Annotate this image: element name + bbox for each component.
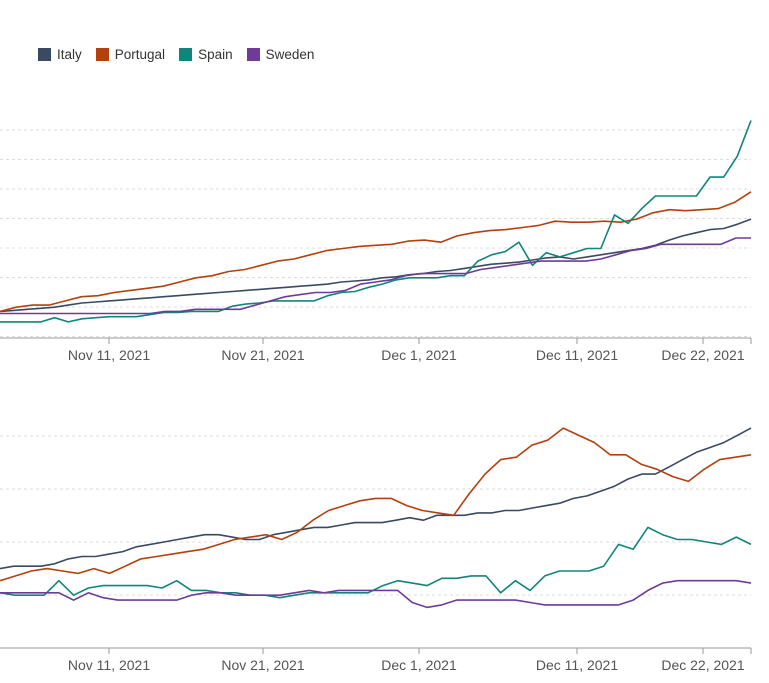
series-line-italy[interactable] bbox=[0, 427, 752, 570]
legend-label: Portugal bbox=[114, 47, 166, 62]
x-tick-label: Dec 1, 2021 bbox=[381, 657, 457, 673]
x-tick-label: Dec 22, 2021 bbox=[661, 657, 744, 673]
legend-swatch bbox=[95, 48, 109, 61]
x-tick-label: Nov 21, 2021 bbox=[221, 657, 304, 673]
series-line-portugal[interactable] bbox=[0, 427, 752, 582]
x-tick-label: Nov 21, 2021 bbox=[221, 347, 304, 363]
legend-swatch bbox=[246, 48, 260, 61]
series-line-portugal[interactable] bbox=[0, 191, 752, 313]
legend-label: Italy bbox=[57, 47, 82, 62]
x-tick-label: Dec 22, 2021 bbox=[661, 347, 744, 363]
legend-label: Spain bbox=[198, 47, 233, 62]
x-tick-label: Dec 11, 2021 bbox=[536, 657, 618, 673]
legend-item-spain[interactable]: Spain bbox=[179, 47, 233, 62]
legend-label: Sweden bbox=[265, 47, 315, 62]
x-tick-label: Dec 11, 2021 bbox=[536, 347, 618, 363]
series-line-spain[interactable] bbox=[0, 526, 752, 599]
series-line-sweden[interactable] bbox=[0, 237, 751, 315]
legend-item-portugal[interactable]: Portugal bbox=[95, 47, 166, 62]
chart-panel-2: Nov 11, 2021 Nov 21, 2021 Dec 1, 2021 Dec 1… bbox=[0, 427, 752, 673]
series-line-italy[interactable] bbox=[0, 218, 752, 313]
legend-item-italy[interactable]: Italy bbox=[38, 47, 82, 62]
x-tick-label: Nov 11, 2021 bbox=[68, 347, 150, 363]
chart-panel-1: Nov 11, 2021 Nov 21, 2021 Dec 1, 2021 Dec 1… bbox=[0, 120, 752, 363]
x-tick-label: Dec 1, 2021 bbox=[381, 347, 457, 363]
legend: Italy Portugal Spain Sweden bbox=[38, 47, 314, 62]
x-tick-label: Nov 11, 2021 bbox=[68, 657, 150, 673]
legend-swatch bbox=[179, 48, 193, 61]
legend-item-sweden[interactable]: Sweden bbox=[246, 47, 315, 62]
series-line-spain[interactable] bbox=[0, 120, 752, 323]
series-line-sweden[interactable] bbox=[0, 579, 752, 609]
legend-swatch bbox=[38, 48, 51, 61]
